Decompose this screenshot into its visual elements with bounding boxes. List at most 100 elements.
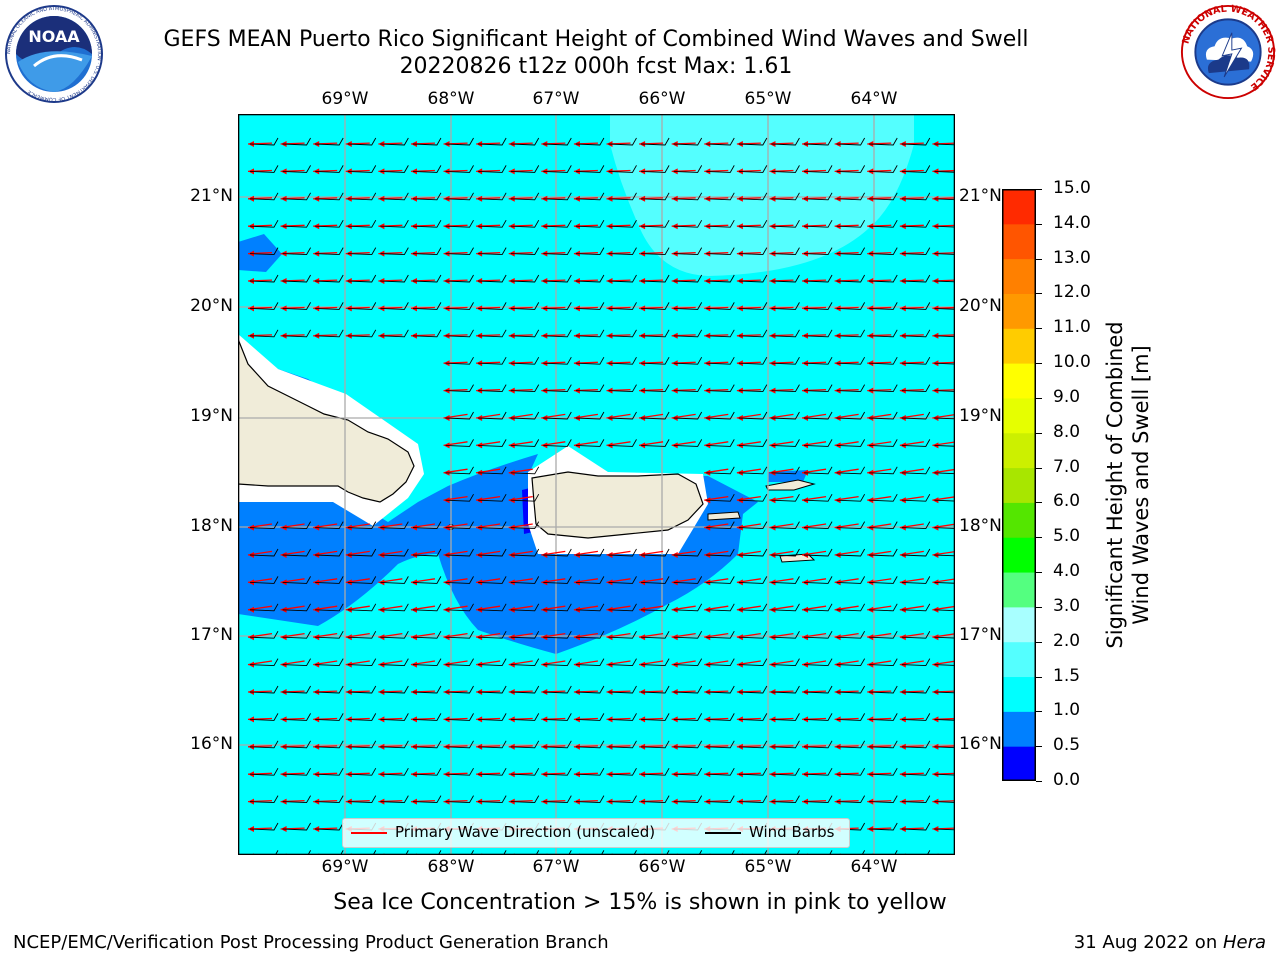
wind-barb (575, 576, 605, 584)
wind-barb (869, 630, 898, 639)
wind-barb (804, 795, 833, 804)
wind-barb (641, 302, 670, 310)
wind-barb (315, 795, 344, 804)
wind-barb (608, 740, 637, 749)
wind-barb (543, 411, 572, 420)
wind-barb (869, 137, 898, 146)
wind-barb (901, 165, 931, 173)
noaa-logo-text: NOAA (28, 27, 80, 46)
wind-barb (673, 192, 703, 201)
colorbar-tick-label: 5.0 (1053, 526, 1081, 547)
wind-barb (340, 850, 344, 855)
wind-barb (412, 165, 442, 173)
wind-barb (608, 137, 637, 146)
wind-barb (445, 493, 474, 502)
wind-barb (575, 439, 605, 447)
wind-barb (380, 219, 409, 228)
wind-barb (869, 439, 898, 447)
wind-barb (706, 247, 735, 256)
wind-barb (641, 274, 670, 283)
wind-barb (315, 548, 344, 557)
wind-barb (706, 521, 735, 530)
wind-barb (608, 165, 637, 173)
legend-item-wave-direction: Primary Wave Direction (unscaled) (351, 823, 655, 841)
wind-barb (412, 576, 442, 584)
wind-barb (478, 274, 507, 283)
colorbar-segment (1002, 467, 1036, 503)
wind-barb (510, 521, 540, 530)
wind-barb (934, 444, 955, 447)
wind-barb (836, 247, 866, 256)
wind-barb (575, 713, 605, 721)
wind-barb (249, 658, 279, 667)
wind-barb (771, 247, 800, 256)
wind-barb (836, 439, 866, 447)
wind-barb (804, 603, 833, 612)
wind-barb (706, 767, 735, 776)
wind-barb (315, 302, 344, 310)
wind-barb (901, 603, 931, 612)
wind-barb (771, 521, 800, 530)
wind-barb (934, 417, 955, 420)
wind-barb (478, 767, 507, 776)
wind-barb (641, 630, 670, 639)
lat-label-left: 17°N (190, 625, 233, 645)
wind-barb (380, 767, 409, 776)
wind-barb (543, 439, 572, 447)
wave-height-map (238, 114, 955, 855)
wind-barb (641, 740, 670, 749)
wind-barb (412, 521, 442, 530)
wind-barb (575, 219, 605, 228)
wind-barb (673, 740, 703, 749)
wind-barb (901, 439, 931, 447)
wind-barb (608, 767, 637, 776)
wind-barb (249, 192, 279, 201)
wind-barb (738, 219, 768, 228)
wind-barb (510, 439, 540, 447)
wind-barb (836, 356, 866, 365)
wind-barb (869, 302, 898, 310)
wind-barb (804, 466, 833, 475)
wind-barb (510, 411, 540, 420)
wind-barb (445, 439, 474, 447)
wind-barb (804, 274, 833, 283)
wind-barb (738, 356, 768, 365)
wind-barb (347, 740, 377, 749)
wind-barb (380, 603, 409, 612)
lat-label-right: 19°N (959, 406, 1002, 426)
colorbar-tick-mark (1036, 606, 1042, 608)
wind-barb (869, 822, 898, 831)
wind-barb (738, 521, 768, 530)
wind-barb (249, 630, 279, 639)
wind-barb (934, 691, 955, 694)
wind-barb (445, 658, 474, 667)
wind-barb (836, 740, 866, 749)
wind-barb (315, 630, 344, 639)
wind-barb (738, 302, 768, 310)
wind-barb (641, 219, 670, 228)
wind-barb (706, 576, 735, 584)
wind-barb (575, 384, 605, 393)
wind-barb (315, 219, 344, 228)
wind-barb (510, 658, 540, 667)
wind-barb (445, 685, 474, 694)
wind-barb (836, 548, 866, 557)
wind-barb (869, 411, 898, 420)
colorbar-tick-label: 9.0 (1053, 386, 1081, 407)
wind-barb (347, 521, 377, 530)
wind-barb (706, 466, 735, 475)
wind-barb (347, 630, 377, 639)
wind-barb (543, 630, 572, 639)
wind-barb (706, 713, 735, 721)
wind-barb (510, 685, 540, 694)
wind-barb (934, 253, 955, 255)
wind-barb (543, 165, 572, 173)
wind-barb (738, 274, 768, 283)
wind-barb (641, 384, 670, 393)
colorbar-tick-label: 6.0 (1053, 491, 1081, 512)
wind-barb (249, 740, 279, 749)
wind-barb (641, 356, 670, 365)
lat-label-right: 18°N (959, 516, 1002, 536)
wind-barb (901, 274, 931, 283)
wind-barb (380, 329, 409, 338)
